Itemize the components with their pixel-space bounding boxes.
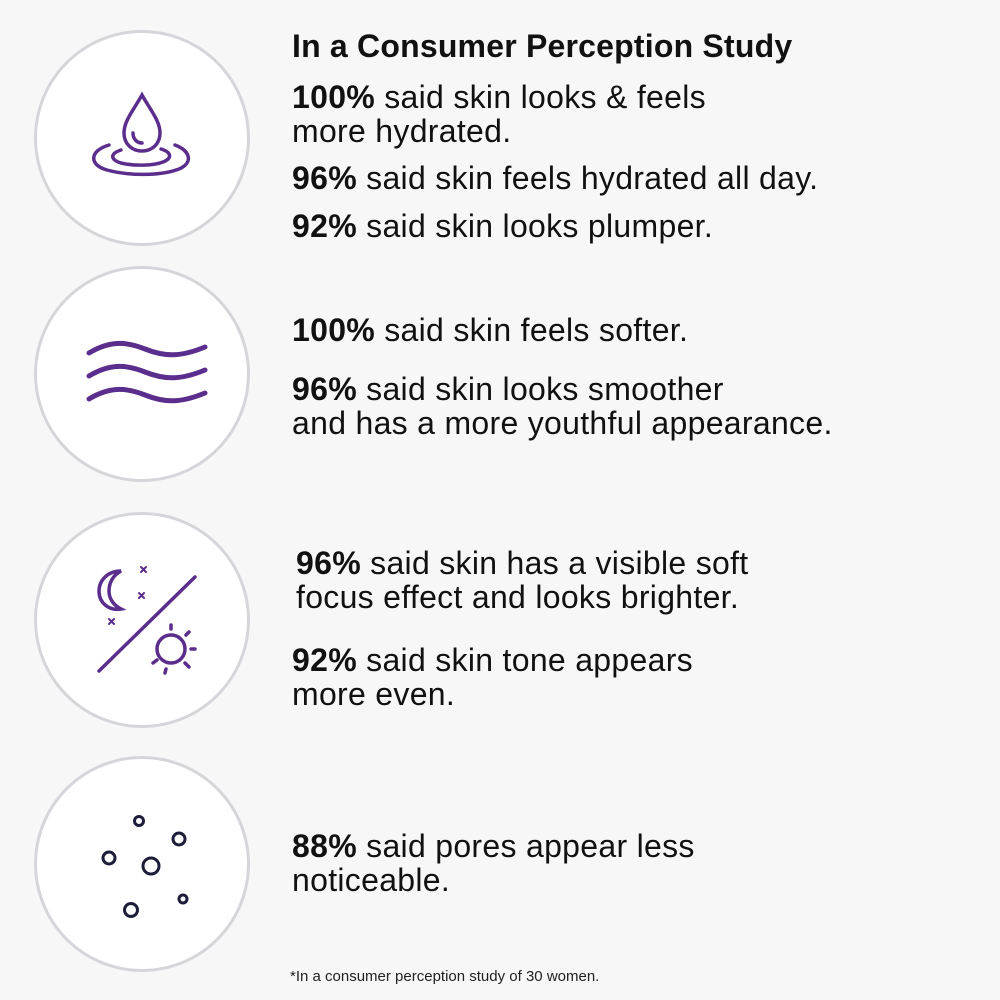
- softness-circle: [34, 266, 250, 482]
- stat-hydrated: 100% said skin looks & feels more hydrate…: [292, 79, 706, 149]
- page-title: In a Consumer Perception Study: [292, 28, 793, 64]
- pores-icon: [101, 815, 189, 918]
- water-drop-icon: [92, 91, 190, 177]
- brightness-circle: [34, 512, 250, 728]
- hydration-circle: [34, 30, 250, 246]
- stat-pores: 88% said pores appear less noticeable.: [292, 828, 695, 898]
- stat-even-tone: 92% said skin tone appears more even.: [292, 642, 693, 712]
- pores-circle: [34, 756, 250, 972]
- stat-softer: 100% said skin feels softer.: [292, 312, 689, 348]
- moon-sun-icon: [97, 566, 197, 675]
- footnote: *In a consumer perception study of 30 wo…: [290, 968, 600, 985]
- stat-hydrated-all-day: 96% said skin feels hydrated all day.: [292, 160, 819, 196]
- stat-plumper: 92% said skin looks plumper.: [292, 208, 714, 244]
- stat-smoother: 96% said skin looks smoother and has a mo…: [292, 371, 833, 441]
- stat-soft-focus: 96% said skin has a visible soft focus ef…: [296, 545, 749, 615]
- waves-icon: [86, 341, 208, 404]
